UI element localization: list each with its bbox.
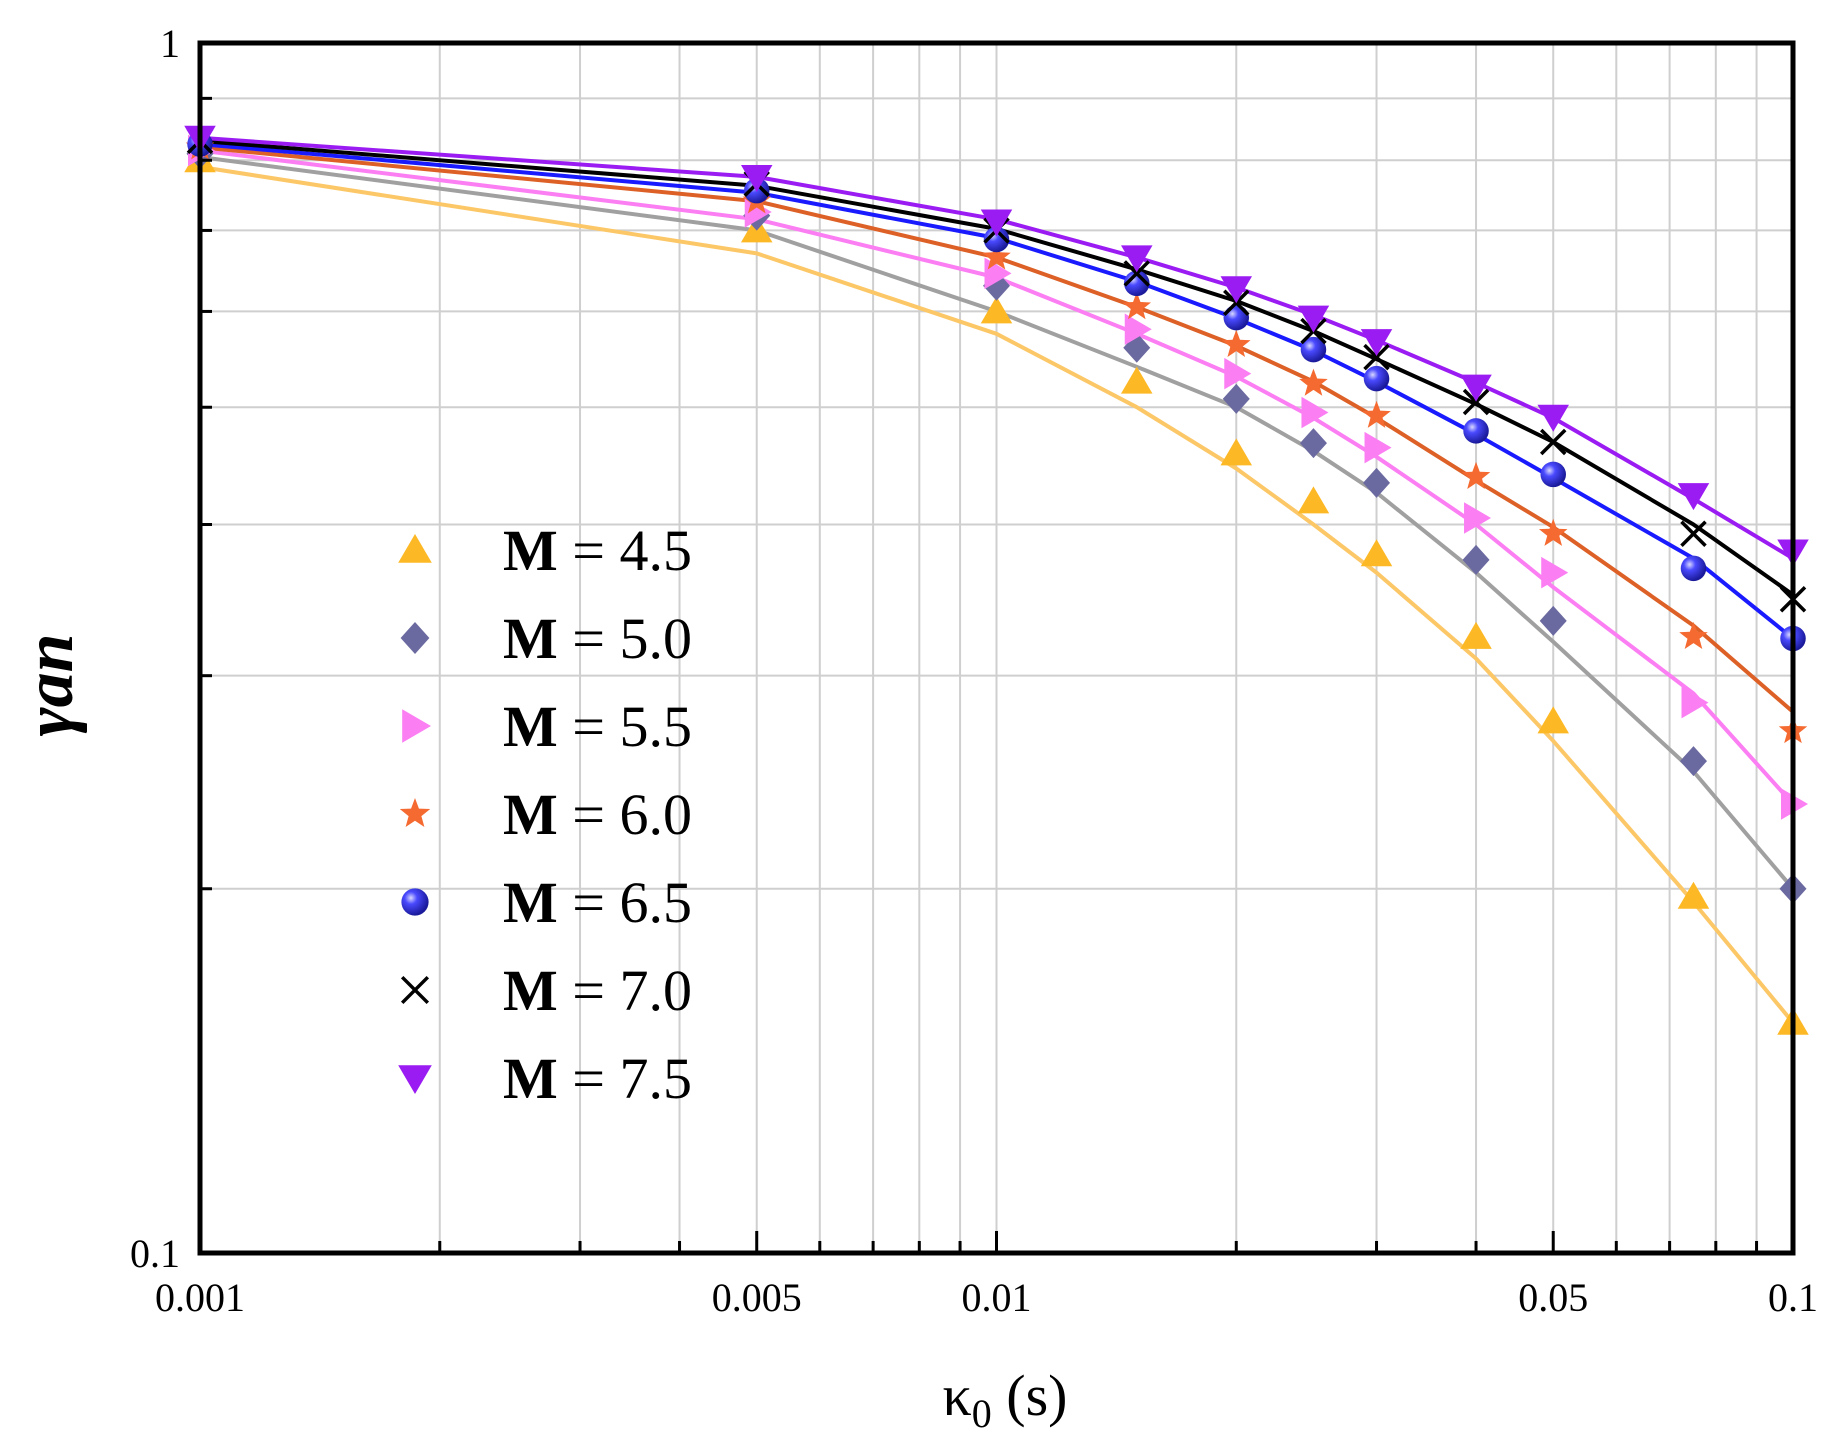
data-point-m55 <box>1124 313 1152 346</box>
data-point-m70 <box>1680 520 1707 548</box>
data-point-m60 <box>1461 461 1491 489</box>
data-point-m65 <box>1540 461 1566 488</box>
data-point-m65 <box>983 226 1010 253</box>
data-point-m45 <box>1677 881 1710 909</box>
data-point-m75 <box>1537 404 1569 432</box>
data-point-m60 <box>1222 329 1251 358</box>
y-tick-label: 1 <box>160 21 180 66</box>
x-tick-label: 0.005 <box>712 1275 802 1320</box>
legend: M = 4.5 M = 5.0 M = 5.5 M = 6.0 M = 6.5 M = 7… <box>398 518 692 1111</box>
legend-marker-m60 <box>399 798 431 827</box>
x-axis-label: κ0 (s) <box>943 1363 1068 1436</box>
data-point-m75 <box>740 164 773 192</box>
series-markers <box>184 125 1809 1035</box>
series-line-m45 <box>199 164 1795 1024</box>
legend-label-m55: M = 5.5 <box>503 694 692 759</box>
data-point-m75 <box>1220 276 1253 304</box>
data-point-m65 <box>1300 336 1327 363</box>
data-point-m75 <box>1677 483 1710 511</box>
x-tick-label: 0.05 <box>1518 1275 1588 1320</box>
data-point-m70 <box>1462 388 1490 416</box>
data-point-m45 <box>1220 438 1253 466</box>
data-point-m45 <box>1460 621 1492 649</box>
legend-label-m75: M = 7.5 <box>503 1046 692 1111</box>
legend-marker-m65 <box>401 888 429 916</box>
legend-label-m45: M = 4.5 <box>503 518 692 583</box>
data-point-m60 <box>1538 518 1568 546</box>
legend-marker-m50 <box>400 622 430 654</box>
data-point-m55 <box>1224 357 1252 390</box>
y-tick-label: 0.1 <box>130 1231 180 1276</box>
data-point-m65 <box>1463 418 1489 444</box>
x-tick-label: 0.01 <box>962 1275 1032 1320</box>
data-point-m65 <box>1124 270 1150 297</box>
data-point-m55 <box>1464 502 1492 534</box>
data-point-m75 <box>980 209 1013 237</box>
data-point-m60 <box>1679 621 1708 650</box>
legend-label-m60: M = 6.0 <box>503 782 692 847</box>
tick-labels: 0.001 0.005 0.01 0.05 0.1 0.1 1 <box>130 21 1818 1320</box>
data-point-m45 <box>1297 486 1330 514</box>
data-point-m60 <box>1362 400 1391 428</box>
legend-marker-m75 <box>398 1065 432 1094</box>
data-point-m70 <box>1363 343 1390 371</box>
data-point-m50 <box>1679 746 1707 777</box>
data-point-m50 <box>1462 544 1490 575</box>
data-point-m45 <box>1537 706 1569 734</box>
x-tick-label: 0.1 <box>1768 1275 1818 1320</box>
legend-marker-m45 <box>398 534 432 563</box>
data-point-m45 <box>980 296 1013 324</box>
data-point-m65 <box>1680 555 1707 582</box>
legend-label-m50: M = 5.0 <box>503 606 692 671</box>
grid <box>200 43 1793 1253</box>
data-point-m65 <box>1223 304 1250 331</box>
data-point-m50 <box>1299 428 1327 459</box>
data-point-m75 <box>1360 329 1393 357</box>
data-point-m55 <box>1364 431 1392 464</box>
data-point-m65 <box>1363 365 1390 392</box>
data-point-m75 <box>1460 374 1492 402</box>
y-axis-label: γan <box>11 633 88 736</box>
data-point-m55 <box>1541 556 1569 589</box>
data-point-m50 <box>1539 605 1567 636</box>
data-point-m70 <box>1539 428 1567 456</box>
data-point-m70 <box>1123 260 1150 287</box>
data-point-m45 <box>1121 366 1153 394</box>
data-point-m50 <box>1363 467 1391 498</box>
data-point-m60 <box>982 242 1011 270</box>
x-tick-label: 0.001 <box>155 1275 245 1320</box>
data-point-m75 <box>1121 245 1153 273</box>
data-point-m55 <box>1301 396 1329 429</box>
axis-ticks <box>198 96 1759 1253</box>
data-point-m55 <box>1681 686 1709 719</box>
data-point-m60 <box>1122 292 1152 320</box>
legend-label-m70: M = 7.0 <box>503 958 692 1023</box>
data-point-m60 <box>1299 368 1328 396</box>
legend-marker-m70 <box>400 975 430 1005</box>
data-point-m50 <box>1222 383 1250 414</box>
data-point-m45 <box>1360 539 1393 567</box>
legend-label-m65: M = 6.5 <box>503 870 692 935</box>
legend-marker-m55 <box>402 709 431 743</box>
data-point-m75 <box>1297 305 1330 333</box>
